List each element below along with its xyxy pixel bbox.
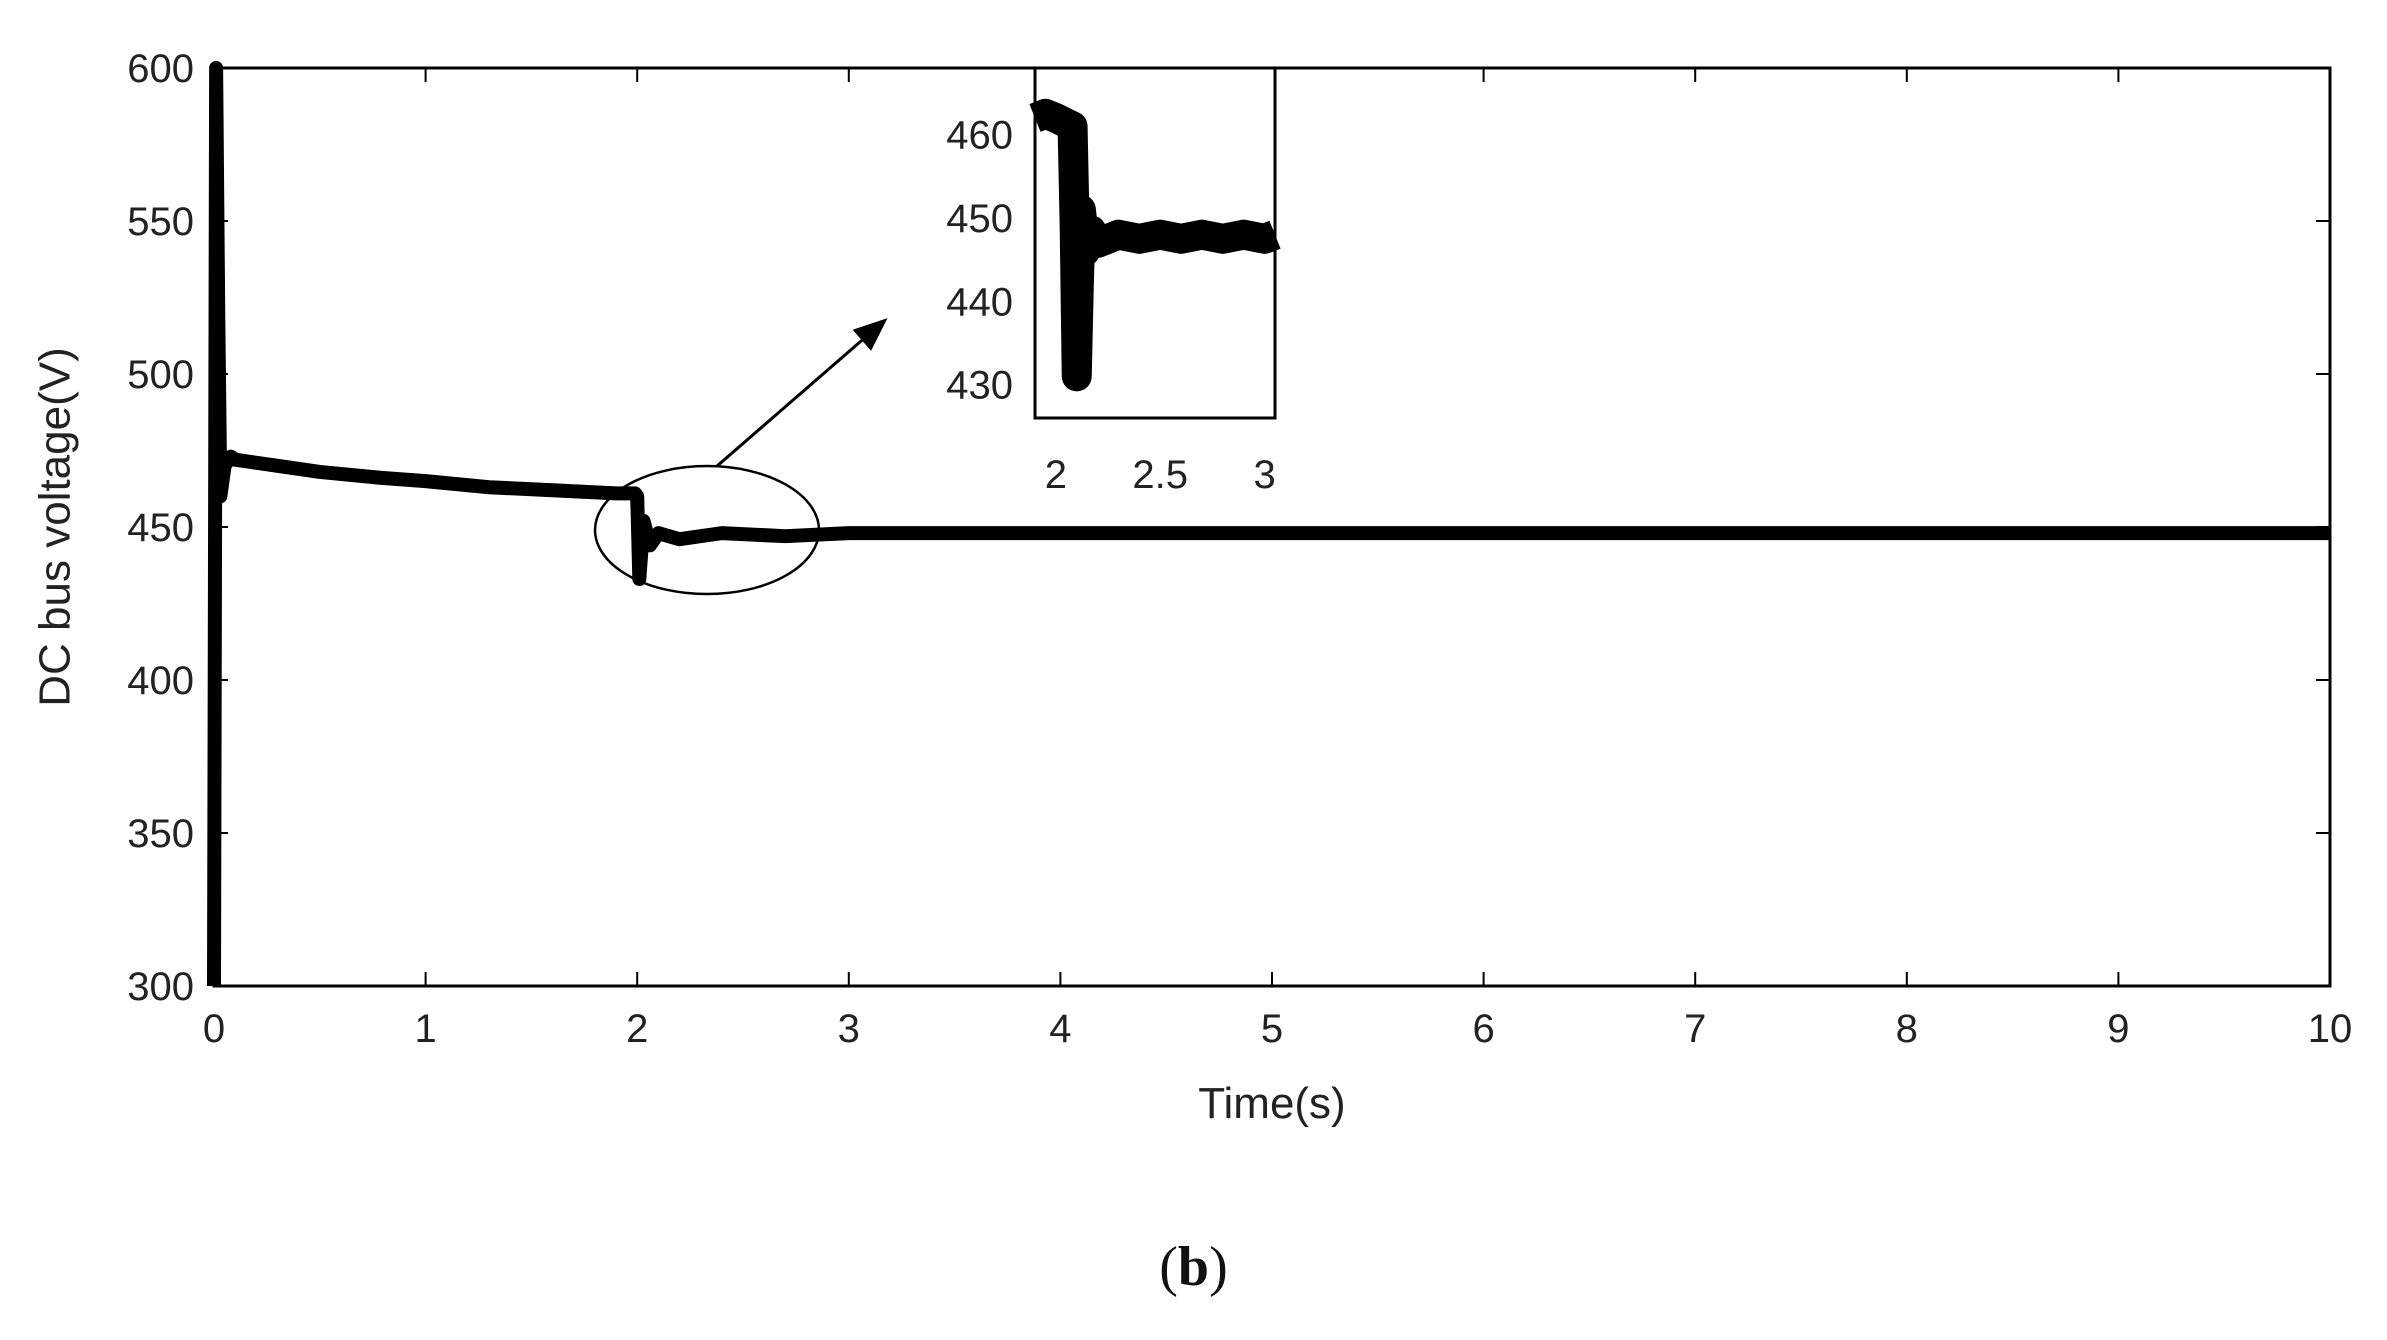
y-axis-title: DC bus voltage(V) bbox=[31, 347, 80, 706]
inset-y-tick-label: 430 bbox=[946, 364, 1013, 408]
caption-label: b bbox=[1177, 1236, 1210, 1298]
callout-ellipse bbox=[593, 464, 821, 596]
inset-x-tick-label: 3 bbox=[1253, 453, 1275, 497]
series-noise bbox=[212, 69, 2326, 985]
callout-arrowhead bbox=[852, 318, 888, 351]
inset-y-tick-label: 450 bbox=[946, 197, 1013, 241]
x-tick-label: 9 bbox=[2107, 1007, 2129, 1051]
main-axis-ticks: 0 1 2 3 4 5 6 7 8 9 10 300 350 400 450 500 550 600 bbox=[127, 47, 2352, 1051]
x-tick-label: 2 bbox=[626, 1007, 648, 1051]
x-tick-label: 10 bbox=[2308, 1007, 2353, 1051]
x-axis-title: Time(s) bbox=[1198, 1079, 1345, 1128]
x-tick-label: 8 bbox=[1896, 1007, 1918, 1051]
x-tick-label: 1 bbox=[414, 1007, 436, 1051]
x-tick-label: 7 bbox=[1684, 1007, 1706, 1051]
x-tick-label: 6 bbox=[1472, 1007, 1494, 1051]
inset-y-tick-label: 440 bbox=[946, 280, 1013, 324]
inset-y-tick-label: 460 bbox=[946, 114, 1013, 158]
main-series-group bbox=[207, 61, 2330, 987]
inset-x-tick-label: 2 bbox=[1045, 453, 1067, 497]
y-tick-label: 300 bbox=[127, 965, 194, 1009]
y-tick-label: 500 bbox=[127, 353, 194, 397]
callout-arrow bbox=[716, 320, 884, 468]
x-tick-label: 0 bbox=[203, 1007, 225, 1051]
inset-axis-ticks: 2 2.5 3 430 440 450 460 bbox=[946, 114, 1275, 497]
y-tick-label: 600 bbox=[127, 47, 194, 91]
x-tick-label: 3 bbox=[838, 1007, 860, 1051]
y-tick-label: 550 bbox=[127, 200, 194, 244]
y-tick-label: 350 bbox=[127, 812, 194, 856]
x-tick-label: 5 bbox=[1261, 1007, 1283, 1051]
inset-x-tick-label: 2.5 bbox=[1132, 453, 1188, 497]
series-noise bbox=[1034, 112, 1271, 376]
inset-series-group bbox=[1029, 98, 1281, 392]
figure-caption: (b) bbox=[1159, 1236, 1228, 1298]
y-tick-label: 450 bbox=[127, 506, 194, 550]
x-tick-label: 4 bbox=[1049, 1007, 1071, 1051]
y-tick-label: 400 bbox=[127, 659, 194, 703]
